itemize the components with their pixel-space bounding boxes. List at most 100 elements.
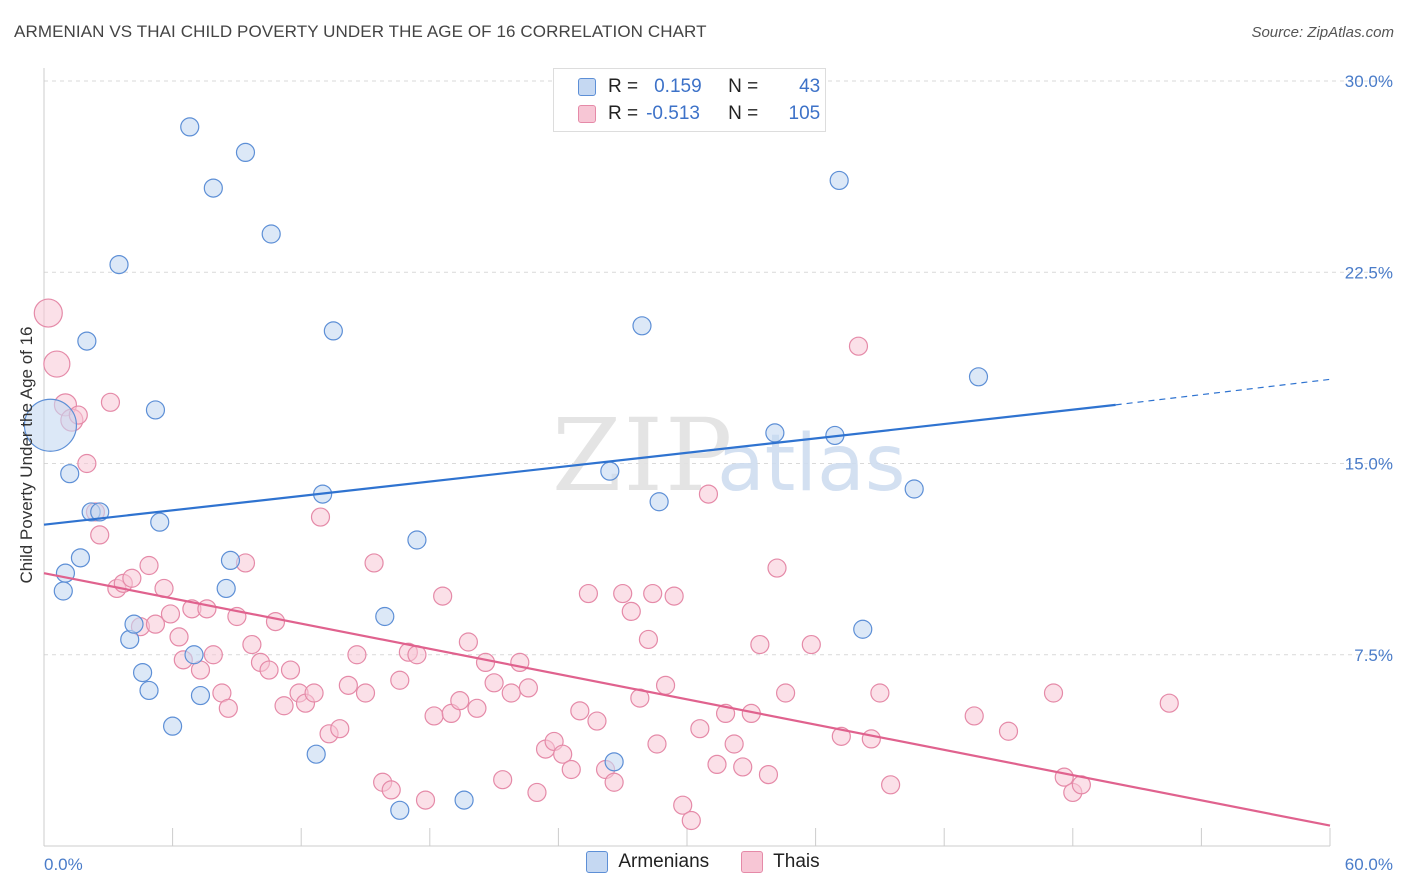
thai-point [145,614,166,634]
thai-point [655,675,676,695]
thais-trend-line [43,572,1331,827]
series-legend: Armenians Thais [0,851,1406,873]
thai-point [604,772,624,792]
thai-point [475,652,496,673]
r-label: R = [608,103,639,124]
thai-point [218,698,238,718]
thai-point [998,721,1019,741]
thai-point [698,484,719,504]
thai-point [259,660,279,680]
thai-point [458,632,478,652]
legend-item-thais[interactable]: Thais [741,851,820,873]
armenian-point [407,530,427,550]
thai-point [304,683,324,703]
thai-point [330,719,350,739]
thai-point [587,711,607,731]
thai-point [424,706,444,726]
armenian-point [150,512,170,532]
r-value: -0.513 [646,103,700,124]
thai-point [578,583,599,604]
armenian-point [60,464,80,484]
thai-point [203,645,223,665]
armenian-point [216,578,236,599]
thai-point [647,734,667,754]
thai-point [160,604,181,624]
armenian-point [145,400,166,420]
armenian-point [190,685,211,706]
stats-legend: R = 0.159 N = 43 R = -0.513 N = 105 [553,68,826,132]
y-tick-label: 7.5% [1354,646,1393,665]
thai-point [870,683,890,703]
thai-point [77,453,97,474]
r-label: R = [608,76,639,97]
y-axis-label: Child Poverty Under the Age of 16 [17,326,36,584]
thai-point [415,790,436,810]
thai-point [767,558,787,578]
thai-point [643,583,663,604]
thai-point [775,683,796,703]
legend-item-armenians[interactable]: Armenians [586,851,709,873]
armenian-point [904,479,924,499]
thai-point [381,780,401,800]
armenian-point [163,716,183,736]
thai-point [280,660,301,680]
armenian-point [203,178,223,198]
thai-point [733,757,753,777]
armenian-point [765,423,785,443]
thai-point [690,719,710,739]
thai-point [197,599,217,619]
thai-point [265,611,286,632]
tick-labels: 7.5% 15.0% 22.5% 30.0% 0.0% 60.0% [44,72,1393,874]
thai-point [621,601,641,622]
thai-point [450,691,470,711]
armenian-point [323,321,343,341]
n-value: 43 [799,76,821,97]
armenian-point [180,117,200,137]
thai-point [310,507,331,527]
thai-point [100,392,121,412]
armenian-point [90,502,110,522]
thai-point [750,634,770,655]
thai-point [964,706,984,726]
pink-swatch-icon [578,105,596,123]
n-value: 105 [788,103,821,124]
armenian-point [220,550,241,571]
thai-point [527,782,547,803]
thai-point [33,298,63,328]
blue-swatch-icon [586,851,609,873]
thai-point [122,568,142,588]
armenian-point [375,606,395,627]
x-tick-label: 60.0% [1345,855,1393,874]
x-tick-label: 0.0% [44,855,83,874]
armenian-point [600,461,620,481]
thai-point [561,759,581,780]
source-label: Source: ZipAtlas.com [1251,24,1394,41]
armenian-point [70,548,91,568]
thai-point [338,675,358,695]
armenian-point [632,316,652,336]
thai-point [570,701,590,721]
axes [43,68,1331,847]
thai-point [501,683,521,703]
thai-point [484,673,504,693]
thai-point [433,586,453,606]
thai-point [347,645,367,665]
armenian-point [109,255,129,275]
armenian-point [968,367,989,387]
armenian-point [853,619,873,639]
thai-point [831,726,851,746]
armenian-point [261,224,281,244]
armenian-point [53,581,73,601]
thai-point [1043,683,1064,703]
thai-point [467,698,487,718]
thai-point [861,729,881,749]
armenian-point [829,170,849,191]
legend-label-armenians: Armenians [618,851,710,872]
armenian-point [306,744,326,764]
armenian-point [235,142,256,162]
y-tick-label: 30.0% [1345,72,1393,91]
armenian-point [390,800,410,820]
n-label: N = [728,103,759,124]
armenian-point [23,398,78,452]
thai-point [518,678,538,698]
